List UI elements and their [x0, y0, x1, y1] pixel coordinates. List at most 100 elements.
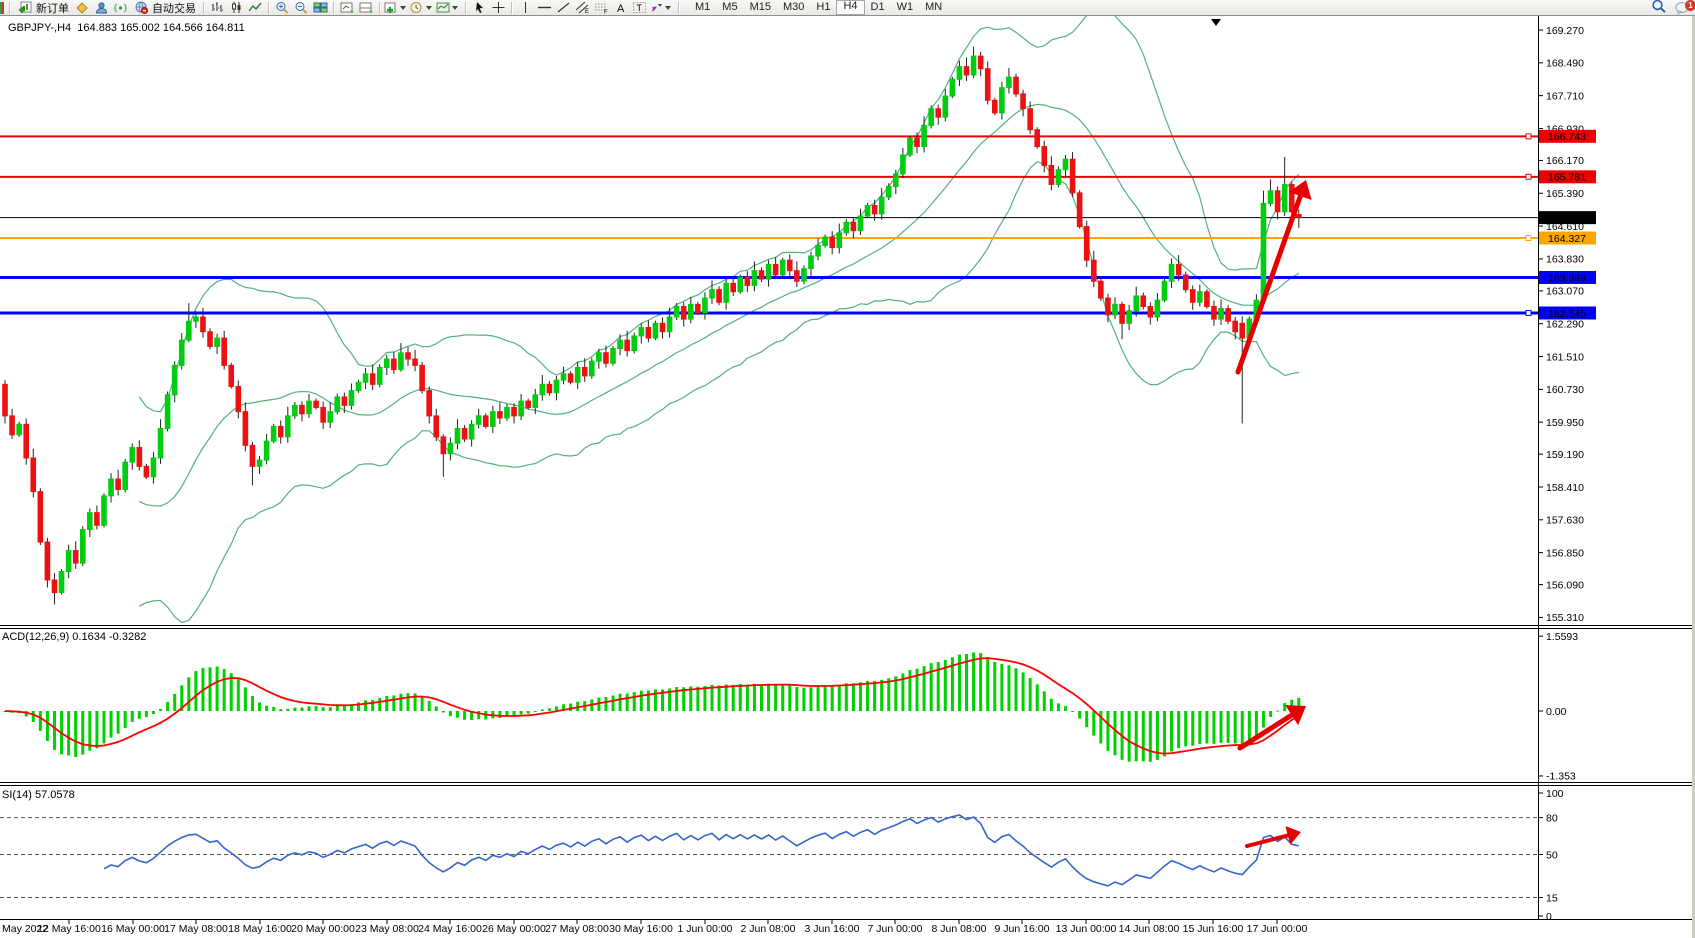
macd-histogram-bar [597, 697, 601, 711]
line-chart-icon[interactable] [246, 0, 265, 15]
clipped-icon [0, 1, 4, 14]
macd-histogram-bar [463, 711, 467, 720]
candle-body [539, 383, 546, 396]
candle-body [37, 491, 44, 543]
macd-histogram-bar [420, 696, 424, 711]
bar-chart-icon[interactable] [208, 0, 227, 15]
autotrade-button[interactable]: 自动交易 [130, 0, 200, 15]
macd-histogram-bar [993, 661, 997, 711]
trend-arrow-head[interactable] [1285, 705, 1306, 726]
trend-arrow[interactable] [1237, 712, 1295, 751]
timeframes-dropdown-icon[interactable] [410, 0, 436, 15]
macd-histogram-bar [229, 673, 233, 711]
rsi-line [103, 814, 1299, 887]
candle-body [200, 316, 206, 333]
macd-histogram-bar [88, 711, 92, 751]
macd-histogram-bar [759, 684, 763, 711]
signal-icon[interactable] [111, 0, 130, 15]
add-indicator-dropdown-icon[interactable] [384, 0, 410, 15]
chart-window-icon-2[interactable] [357, 0, 376, 15]
time-tick-label: 2 Jun 08:00 [741, 923, 796, 935]
text-label-icon[interactable]: T [630, 0, 649, 15]
level-handle[interactable] [1525, 235, 1532, 242]
macd-histogram-bar [222, 668, 226, 711]
horizontal-line-icon[interactable] [535, 0, 554, 15]
trend-arrow-head[interactable] [1285, 826, 1301, 845]
trend-arrow-head[interactable] [1289, 180, 1312, 201]
candle-body [108, 478, 114, 497]
autotrade-icon [135, 1, 148, 14]
profile-icon[interactable] [92, 0, 111, 15]
level-handle[interactable] [1525, 173, 1532, 180]
price-label-box: 166.743 [1539, 129, 1596, 143]
search-icon[interactable] [1651, 0, 1667, 16]
crosshair-icon[interactable] [489, 0, 508, 15]
timeframe-button-d1[interactable]: D1 [870, 1, 885, 13]
timeframe-button-mn[interactable]: MN [925, 1, 943, 13]
price-tick-label: 160.730 [1546, 384, 1584, 396]
macd-histogram-bar [526, 711, 530, 714]
cursor-icon[interactable] [470, 0, 489, 15]
macd-histogram-bar [809, 687, 813, 711]
candle-body [794, 270, 800, 282]
candle-body [376, 366, 383, 385]
candle-body [907, 137, 913, 156]
gold-icon[interactable] [73, 0, 92, 15]
candle-body [490, 411, 496, 427]
vertical-line-icon[interactable] [516, 0, 535, 15]
candle-body [292, 404, 298, 417]
rsi-panel [0, 814, 1538, 899]
time-tick-label: May 2022 [2, 923, 48, 935]
chart-shift-marker[interactable] [1211, 19, 1221, 26]
macd-histogram-bar [661, 689, 665, 711]
zoom-in-icon[interactable] [273, 0, 292, 15]
channel-icon[interactable]: E [573, 0, 592, 15]
candle-body [362, 373, 369, 383]
arrows-dropdown-icon[interactable] [649, 0, 675, 15]
price-label-box: 165.781 [1539, 170, 1596, 184]
level-handle[interactable] [1525, 133, 1532, 140]
candle-body [23, 423, 30, 459]
candle-body [984, 68, 991, 101]
chat-icon[interactable]: 1 [1675, 0, 1695, 15]
timeframe-button-m5[interactable]: M5 [722, 1, 738, 13]
trend-arrow[interactable] [1235, 193, 1303, 375]
timeframe-button-m1[interactable]: M1 [695, 1, 711, 13]
new-order-button[interactable]: 新订单 [14, 0, 73, 15]
macd-histogram-bar [399, 693, 403, 711]
toolbar: 新订单 自动交易 [0, 0, 1695, 16]
templates-dropdown-icon[interactable] [436, 0, 462, 15]
text-icon[interactable]: A [611, 0, 630, 15]
candle-body [864, 204, 871, 217]
trend-arrow[interactable] [1245, 833, 1290, 848]
level-handle[interactable] [1525, 309, 1532, 316]
timeframe-button-m15[interactable]: M15 [749, 1, 771, 13]
macd-histogram-bar [611, 695, 615, 711]
candle-body [129, 446, 136, 463]
fibonacci-icon[interactable]: F [592, 0, 611, 15]
candlestick-icon[interactable] [227, 0, 246, 15]
trendline-icon[interactable] [554, 0, 573, 15]
price-tick-label: 165.390 [1546, 188, 1584, 200]
timeframe-button-m30[interactable]: M30 [782, 1, 805, 13]
candle-body [454, 427, 461, 444]
tile-windows-icon[interactable] [311, 0, 330, 15]
candle-body [574, 366, 581, 383]
candle-body [956, 66, 963, 80]
horizontal-levels-layer[interactable] [0, 133, 1538, 316]
timeframe-button-h1[interactable]: H1 [816, 1, 831, 13]
macd-histogram-bar [441, 711, 445, 713]
candle-body [383, 358, 390, 368]
candle-body [914, 137, 920, 148]
timeframe-button-h4[interactable]: H4 [836, 0, 865, 15]
price-axis[interactable]: 169.270168.490167.710166.930166.170165.3… [1538, 25, 1584, 624]
candle-body [1090, 259, 1097, 282]
annotation-arrows-layer[interactable] [1235, 180, 1312, 848]
chart-window-icon-1[interactable] [338, 0, 357, 15]
macd-histogram-bar [936, 662, 940, 711]
zoom-out-icon[interactable] [292, 0, 311, 15]
timeframe-button-w1[interactable]: W1 [896, 1, 914, 13]
chat-badge: 1 [1685, 0, 1695, 11]
